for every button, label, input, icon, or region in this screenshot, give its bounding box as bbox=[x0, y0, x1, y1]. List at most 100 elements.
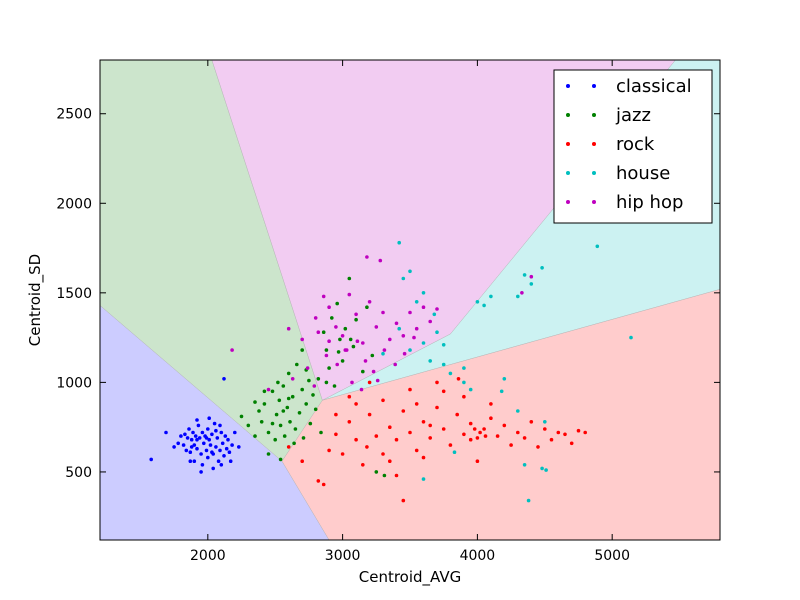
point-jazz bbox=[343, 326, 348, 331]
legend-marker-jazz bbox=[592, 113, 596, 117]
point-rock bbox=[478, 430, 482, 435]
point-house bbox=[629, 335, 633, 340]
point-jazz bbox=[297, 411, 302, 415]
legend: classical jazz rock house hip hop bbox=[553, 69, 713, 224]
point-house bbox=[522, 273, 527, 277]
point-rock bbox=[347, 394, 352, 399]
point-hip-hop bbox=[350, 380, 354, 385]
point-jazz bbox=[246, 423, 251, 428]
point-rock bbox=[516, 430, 520, 435]
point-rock bbox=[456, 377, 461, 381]
point-house bbox=[499, 389, 504, 394]
x-axis-ticks: 2000 3000 4000 5000 bbox=[190, 60, 630, 564]
point-jazz bbox=[335, 301, 340, 306]
point-classical bbox=[237, 445, 241, 449]
point-house bbox=[544, 468, 548, 472]
point-rock bbox=[556, 430, 561, 435]
point-rock bbox=[529, 420, 534, 424]
point-classical bbox=[149, 457, 153, 462]
point-hip-hop bbox=[421, 305, 426, 310]
point-classical bbox=[199, 452, 203, 456]
point-rock bbox=[401, 409, 406, 413]
point-rock bbox=[354, 437, 358, 442]
point-jazz bbox=[319, 430, 323, 435]
point-house bbox=[432, 312, 437, 317]
point-rock bbox=[365, 445, 369, 449]
point-rock bbox=[489, 416, 493, 421]
x-tick-label: 5000 bbox=[594, 548, 630, 564]
point-rock bbox=[408, 387, 412, 392]
point-rock bbox=[321, 482, 326, 487]
point-rock bbox=[316, 479, 321, 483]
point-hip-hop bbox=[414, 326, 419, 331]
point-hip-hop bbox=[290, 377, 295, 381]
point-classical bbox=[207, 416, 211, 421]
point-rock bbox=[483, 434, 488, 438]
x-tick-label: 2000 bbox=[190, 548, 226, 564]
point-house bbox=[516, 409, 520, 413]
point-hip-hop bbox=[363, 359, 368, 363]
point-jazz bbox=[324, 348, 329, 352]
point-classical bbox=[184, 448, 189, 453]
data-points bbox=[149, 240, 633, 503]
point-house bbox=[381, 351, 385, 356]
point-rock bbox=[361, 463, 365, 467]
point-rock bbox=[381, 398, 385, 403]
point-rock bbox=[367, 412, 372, 417]
legend-marker-classical bbox=[592, 84, 596, 88]
point-classical bbox=[196, 423, 201, 428]
point-classical bbox=[233, 430, 237, 435]
point-house bbox=[441, 343, 446, 347]
point-rock bbox=[414, 448, 419, 453]
point-rock bbox=[421, 455, 426, 460]
point-classical bbox=[164, 430, 168, 435]
point-house bbox=[462, 366, 466, 370]
point-jazz bbox=[300, 348, 305, 352]
point-house bbox=[526, 498, 531, 503]
point-classical bbox=[210, 450, 214, 455]
point-house bbox=[502, 377, 507, 381]
point-jazz bbox=[281, 384, 286, 388]
point-rock bbox=[495, 434, 500, 438]
point-house bbox=[529, 282, 534, 286]
point-rock bbox=[509, 443, 513, 447]
point-jazz bbox=[288, 420, 292, 424]
point-jazz bbox=[324, 380, 329, 385]
point-classical bbox=[206, 427, 210, 431]
point-hip-hop bbox=[321, 294, 326, 299]
point-hip-hop bbox=[335, 362, 340, 367]
point-hip-hop bbox=[382, 348, 387, 352]
point-jazz bbox=[316, 377, 321, 381]
point-classical bbox=[204, 448, 209, 453]
point-hip-hop bbox=[365, 255, 369, 259]
point-classical bbox=[197, 436, 202, 440]
legend-label-house: house bbox=[616, 163, 670, 184]
point-jazz bbox=[365, 305, 369, 310]
point-classical bbox=[176, 441, 180, 446]
point-jazz bbox=[321, 330, 326, 335]
point-rock bbox=[334, 412, 338, 417]
point-hip-hop bbox=[375, 378, 380, 383]
point-rock bbox=[455, 412, 460, 417]
point-classical bbox=[218, 423, 222, 428]
point-rock bbox=[374, 434, 379, 438]
point-house bbox=[452, 450, 457, 455]
point-jazz bbox=[338, 337, 342, 342]
point-house bbox=[475, 300, 480, 304]
point-rock bbox=[468, 421, 473, 426]
point-hip-hop bbox=[327, 339, 331, 344]
point-classical bbox=[188, 459, 193, 464]
point-jazz bbox=[270, 389, 275, 394]
point-classical bbox=[214, 428, 218, 433]
point-house bbox=[489, 294, 493, 299]
point-hip-hop bbox=[371, 369, 376, 374]
point-jazz bbox=[313, 407, 318, 412]
point-rock bbox=[347, 420, 352, 424]
point-rock bbox=[482, 427, 486, 431]
point-classical bbox=[189, 437, 194, 442]
point-classical bbox=[224, 446, 229, 451]
point-jazz bbox=[292, 441, 296, 446]
point-classical bbox=[206, 455, 210, 460]
point-jazz bbox=[295, 362, 299, 367]
